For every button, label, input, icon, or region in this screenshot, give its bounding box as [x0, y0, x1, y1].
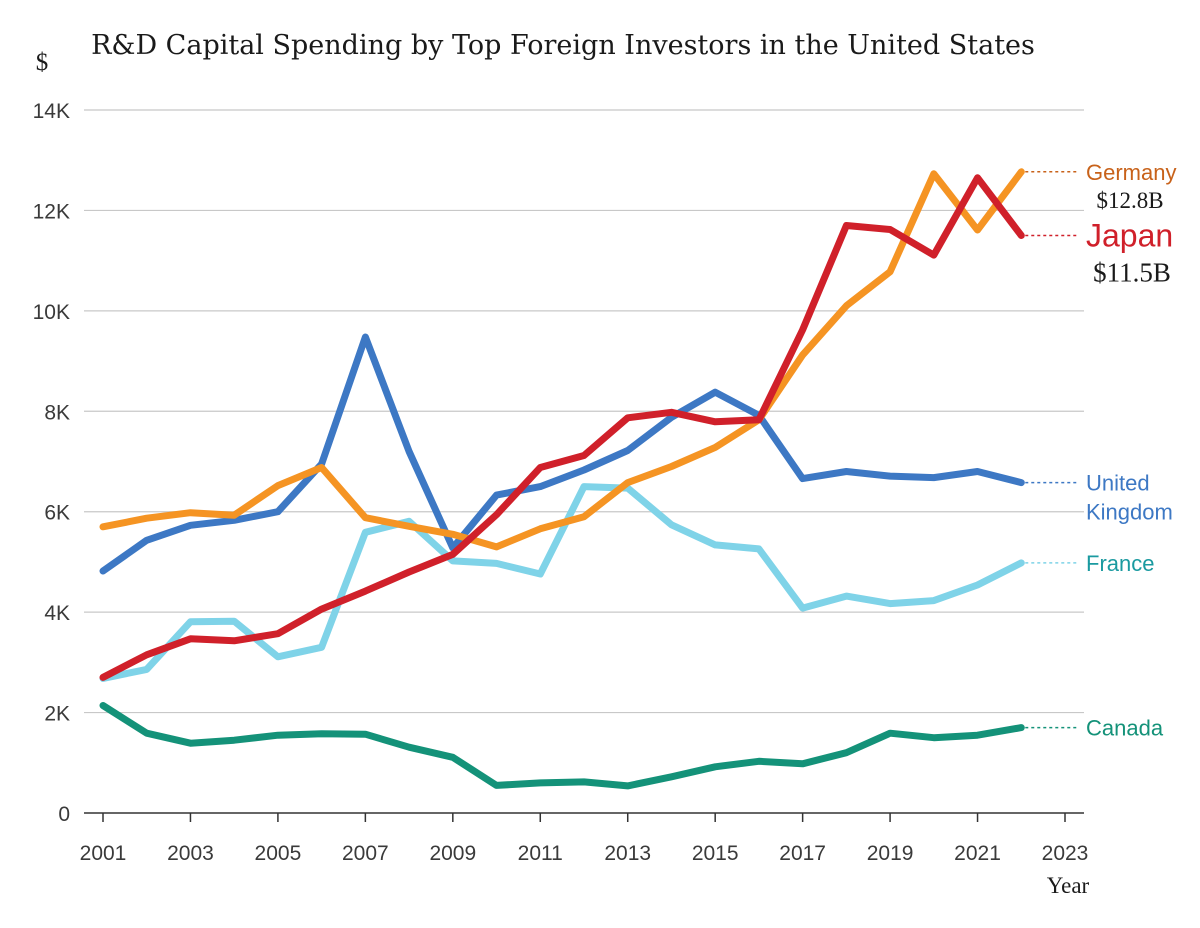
x-tick-label: 2001 [80, 842, 127, 865]
y-tick-label: 8K [44, 401, 70, 424]
series-label-japan: Japan [1086, 218, 1173, 254]
y-tick-label: 2K [44, 703, 70, 726]
x-tick-label: 2021 [954, 842, 1001, 865]
y-tick-label: 4K [44, 602, 70, 625]
x-tick-label: 2023 [1042, 842, 1089, 865]
series-label-germany: Germany [1086, 160, 1176, 185]
x-axis-label: Year [1047, 873, 1090, 898]
value-label-germany: $12.8B [1096, 188, 1163, 213]
series-line-united-kingdom [99, 333, 1025, 575]
series-lines [99, 168, 1025, 790]
x-tick-label: 2003 [167, 842, 214, 865]
y-tick-label: 14K [33, 100, 70, 123]
x-tick-label: 2013 [604, 842, 651, 865]
y-tick-label: 6K [44, 502, 70, 525]
x-tick-label: 2011 [518, 842, 563, 865]
x-tick-label: 2017 [779, 842, 826, 865]
series-labels: Germany $12.8B Japan $11.5B United Kingdom Fra… [1025, 160, 1176, 741]
y-axis-ticks: 0 2K 4K 6K 8K 10K 12K 14K [33, 100, 70, 826]
series-line-canada [99, 702, 1025, 790]
series-label-france: France [1086, 551, 1154, 576]
x-tick-label: 2009 [429, 842, 476, 865]
x-axis: 2001 2003 2005 2007 2009 2011 2013 2015 2017 2019… [80, 812, 1089, 865]
series-label-canada: Canada [1086, 716, 1164, 741]
y-tick-label: 10K [33, 301, 70, 324]
y-tick-label: 0 [58, 803, 70, 826]
x-tick-label: 2015 [692, 842, 739, 865]
gridlines [84, 109, 1084, 714]
x-tick-label: 2019 [867, 842, 914, 865]
series-label-united-kingdom: United Kingdom [1086, 471, 1173, 525]
x-tick-label: 2007 [342, 842, 389, 865]
y-tick-label: 12K [33, 200, 70, 223]
x-tick-label: 2005 [255, 842, 302, 865]
y-axis-unit-label: $ [36, 49, 49, 76]
series-line-germany [99, 168, 1025, 551]
chart-title: R&D Capital Spending by Top Foreign Inve… [91, 30, 1035, 61]
series-line-france [99, 483, 1025, 682]
series-line-japan [99, 174, 1025, 681]
value-label-japan: $11.5B [1093, 258, 1171, 288]
